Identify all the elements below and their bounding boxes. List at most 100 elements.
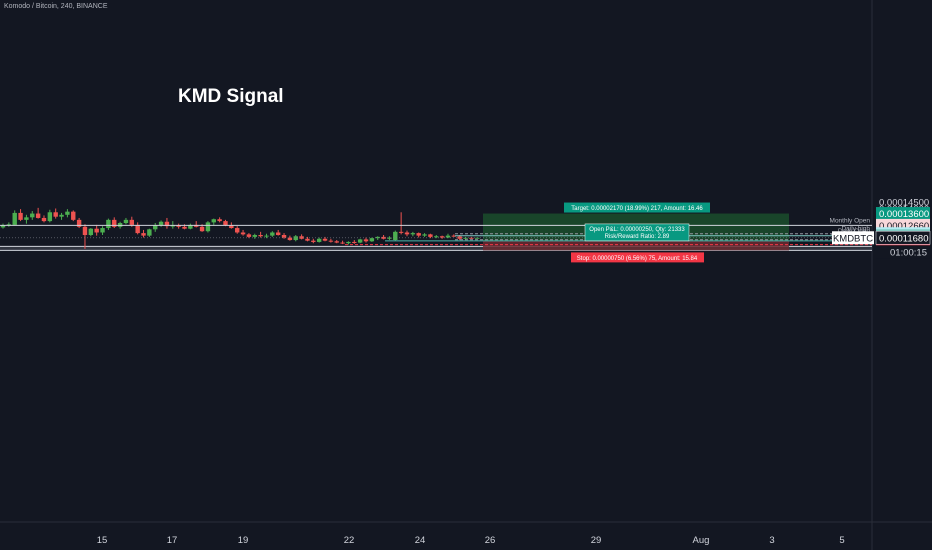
candle-body — [357, 239, 363, 243]
time-tick: 22 — [344, 535, 355, 546]
candle-body — [147, 229, 152, 236]
time-tick: Aug — [693, 535, 710, 546]
candle-body — [240, 232, 246, 235]
candle-body — [252, 234, 257, 237]
daily-open-label: Daily Open — [838, 228, 871, 235]
candle-body — [223, 221, 228, 226]
symbol-tag — [832, 231, 874, 245]
monthly-open-tag-text: 0.00012660 — [879, 221, 929, 232]
candle-body — [363, 239, 369, 242]
candle-body — [112, 219, 117, 227]
time-tick: 5 — [839, 535, 844, 546]
daily-high-label: Daily high — [841, 226, 870, 233]
candle-body — [229, 225, 234, 229]
countdown-tag — [876, 245, 930, 259]
candle-body — [47, 212, 53, 222]
candle-body — [270, 232, 275, 236]
candle-body — [393, 231, 398, 241]
candle-body — [35, 213, 41, 218]
candle-body — [293, 236, 298, 241]
candle-body — [164, 221, 170, 227]
candle-body — [381, 236, 386, 239]
monthly-open-label: Monthly Open — [830, 217, 871, 224]
candle-body — [106, 219, 111, 229]
candle-body — [153, 225, 158, 230]
candle-body — [369, 238, 375, 242]
candle-body — [410, 233, 416, 235]
candle-body — [24, 217, 29, 220]
candle-body — [246, 234, 252, 237]
stop-label-bg — [571, 252, 704, 263]
candle-body — [322, 238, 328, 241]
candle-body — [141, 233, 146, 236]
candle-body — [71, 211, 76, 220]
candle-body — [211, 219, 216, 223]
candle-body — [352, 241, 357, 243]
target-label: Target: 0.00002170 (18.99%) 217, Amount:… — [571, 206, 703, 212]
candle-body — [94, 228, 99, 233]
candle-body — [328, 240, 334, 242]
target-label-bg — [564, 202, 710, 213]
position-labels: Target: 0.00002170 (18.99%) 217, Amount:… — [564, 202, 710, 263]
candle-body — [287, 237, 293, 241]
candle-body — [299, 236, 304, 239]
candle-body — [416, 233, 421, 236]
candle-body — [463, 237, 468, 239]
time-tick: 29 — [591, 535, 602, 546]
candle-body — [199, 226, 205, 232]
candle-body — [451, 235, 457, 237]
symbol-header: Komodo / Bitcoin, 240, BINANCE — [4, 3, 108, 10]
candle-body — [475, 237, 480, 239]
candle-body — [123, 219, 129, 224]
candle-body — [281, 234, 287, 238]
candle-body — [387, 237, 392, 239]
time-axis[interactable]: 15 17 19 22 24 26 29 Aug 3 5 — [97, 535, 845, 546]
candle-body — [398, 231, 404, 233]
candle-body — [375, 236, 380, 239]
target-tag — [876, 207, 930, 221]
price-axis[interactable]: 0.000145000.000140000.000135000.00013000… — [832, 198, 931, 259]
symbol-tag-text: KMDBTC — [833, 233, 873, 244]
candle-body — [334, 241, 339, 243]
current-price-tag — [875, 230, 931, 245]
candle-body — [158, 221, 164, 226]
support-zone — [0, 246, 872, 251]
candle-body — [445, 235, 451, 238]
candle-body — [264, 235, 269, 237]
candle-body — [0, 225, 6, 228]
candle-body — [188, 224, 193, 229]
candle-body — [346, 241, 351, 244]
candle-body — [305, 238, 310, 241]
time-tick: 24 — [415, 535, 426, 546]
time-tick: 3 — [769, 535, 774, 546]
candle-body — [439, 236, 445, 238]
loss-zone — [483, 240, 789, 251]
candle-body — [59, 214, 64, 217]
candle-body — [258, 234, 263, 237]
candle-body — [12, 212, 17, 225]
candle-body — [469, 237, 474, 239]
price-tick: 0.00014500 — [879, 198, 929, 209]
candle-body — [205, 222, 211, 232]
candle-body — [41, 217, 47, 222]
candle-body — [6, 224, 12, 226]
chart-title: KMD Signal — [178, 86, 284, 107]
candle-body — [88, 228, 94, 235]
candle-body — [176, 225, 181, 227]
candle-body — [217, 219, 222, 222]
candle-body — [100, 228, 105, 233]
current-price-tag-text: 0.00011680 — [879, 233, 929, 244]
time-tick: 26 — [485, 535, 496, 546]
candle-body — [316, 238, 322, 242]
candle-body — [275, 232, 281, 235]
time-tick: 15 — [97, 535, 108, 546]
candles — [0, 207, 480, 249]
candle-body — [434, 236, 439, 238]
candle-body — [428, 234, 433, 237]
open-pnl-bg — [584, 223, 690, 242]
candle-body — [18, 212, 23, 220]
time-tick: 19 — [238, 535, 249, 546]
candle-body — [76, 219, 82, 227]
open-pnl-line2: Risk/Reward Ratio: 2.89 — [605, 234, 670, 240]
